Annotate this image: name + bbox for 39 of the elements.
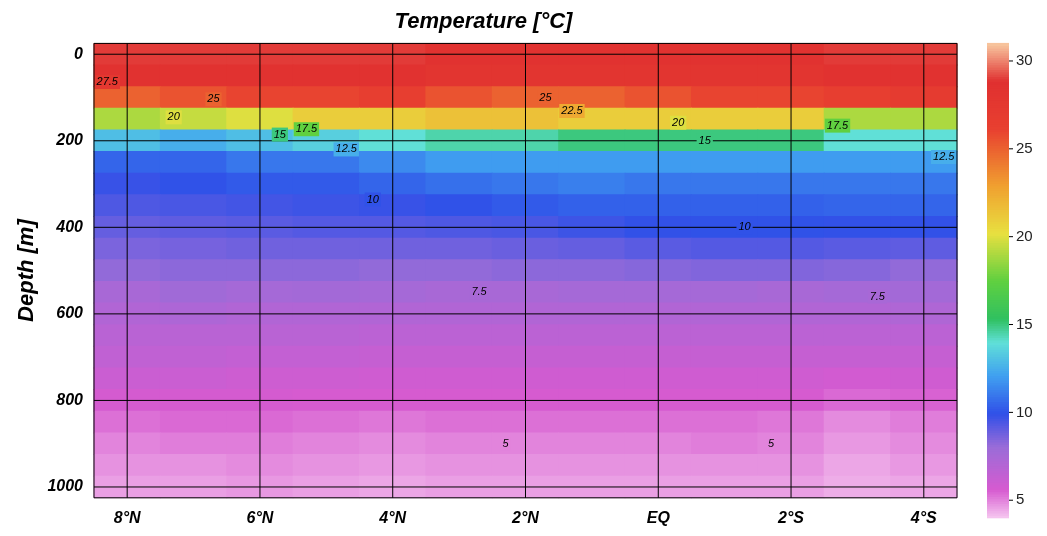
y-tick-label: 400 xyxy=(55,217,84,235)
y-axis-title: Depth [m] xyxy=(13,218,39,322)
y-tick-label: 200 xyxy=(55,131,84,149)
annotation: 10 xyxy=(366,192,380,205)
x-tick-label: 8°N xyxy=(113,508,142,526)
annotation: 25 xyxy=(206,92,221,105)
annotation: 17.5 xyxy=(295,122,319,135)
annotation: 15 xyxy=(273,127,287,140)
x-tick-label: 2°N xyxy=(511,508,540,526)
x-tick-label: 4°N xyxy=(378,508,407,526)
annotation: 22.5 xyxy=(560,104,584,117)
y-tick-label: 0 xyxy=(74,44,84,62)
x-tick-label: EQ xyxy=(646,508,671,526)
color-bar-label: 5 xyxy=(1016,490,1025,508)
x-tick-label: 2°S xyxy=(777,508,805,526)
color-bar-label: 20 xyxy=(1016,226,1033,244)
y-tick-label: 800 xyxy=(56,390,84,408)
chart-title: Temperature [°C] xyxy=(394,8,574,34)
annotation: 5 xyxy=(768,436,776,449)
annotation: 15 xyxy=(698,133,712,146)
x-tick-label: 4°S xyxy=(909,508,938,526)
y-tick-label: 1000 xyxy=(47,477,84,495)
y-tick-label: 600 xyxy=(56,304,84,322)
color-bar-label: 15 xyxy=(1016,314,1033,332)
annotation: 12.5 xyxy=(335,142,358,155)
x-tick-label: 6°N xyxy=(246,508,274,526)
annotation: 20 xyxy=(671,115,686,128)
annotation: 5 xyxy=(502,436,510,449)
annotation: 20 xyxy=(166,110,181,123)
color-bar-label: 25 xyxy=(1016,138,1033,156)
annotation: 12.5 xyxy=(933,150,956,163)
color-bar-label: 10 xyxy=(1016,402,1033,420)
color-bar-label: 30 xyxy=(1016,51,1033,69)
annotation: 27.5 xyxy=(95,75,119,88)
annotation: 10 xyxy=(738,220,752,233)
annotation: 17.5 xyxy=(826,118,850,131)
annotation: 7.5 xyxy=(471,285,488,298)
annotation: 25 xyxy=(538,90,553,103)
annotation: 7.5 xyxy=(869,289,886,302)
